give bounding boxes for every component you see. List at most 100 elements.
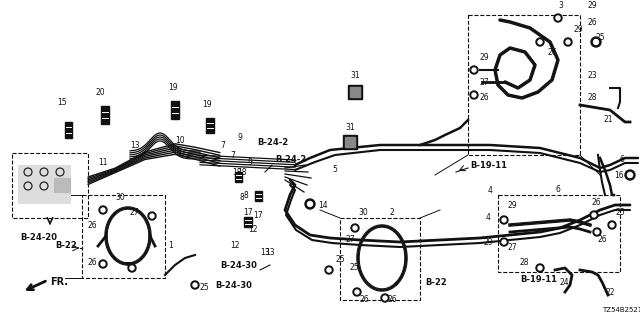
- Bar: [234, 172, 241, 182]
- Circle shape: [325, 266, 333, 274]
- Circle shape: [130, 266, 134, 270]
- Text: B-24-2: B-24-2: [275, 155, 307, 164]
- Text: 13: 13: [130, 141, 140, 150]
- Circle shape: [472, 68, 476, 72]
- Text: 30: 30: [358, 208, 368, 217]
- Text: 25: 25: [615, 208, 625, 217]
- Text: 7: 7: [220, 141, 225, 150]
- Text: 26: 26: [88, 258, 98, 267]
- Circle shape: [590, 211, 598, 219]
- Text: 28: 28: [588, 93, 598, 102]
- Text: 4: 4: [488, 186, 493, 195]
- Text: 4: 4: [486, 213, 491, 222]
- Circle shape: [500, 238, 508, 246]
- Bar: [18, 165, 70, 203]
- Circle shape: [554, 14, 562, 22]
- Text: B-19-11: B-19-11: [520, 275, 557, 284]
- Text: 29: 29: [480, 53, 490, 62]
- Circle shape: [327, 268, 331, 272]
- Circle shape: [148, 212, 156, 220]
- Text: B-24-30: B-24-30: [220, 261, 257, 270]
- Text: 26: 26: [547, 48, 557, 57]
- Bar: [345, 137, 355, 147]
- Text: 26: 26: [592, 198, 602, 207]
- Circle shape: [564, 38, 572, 46]
- Circle shape: [353, 226, 357, 230]
- Circle shape: [355, 290, 359, 294]
- Circle shape: [193, 283, 197, 287]
- Text: 26: 26: [588, 18, 598, 27]
- Text: 9: 9: [237, 133, 242, 142]
- Circle shape: [383, 296, 387, 300]
- Text: 20: 20: [96, 88, 106, 97]
- Text: 9: 9: [248, 158, 253, 167]
- Circle shape: [353, 288, 361, 296]
- Circle shape: [610, 223, 614, 227]
- Text: 26: 26: [480, 93, 490, 102]
- Text: 18: 18: [237, 168, 246, 177]
- Circle shape: [381, 294, 389, 302]
- Text: 23: 23: [588, 71, 598, 80]
- Text: 7: 7: [230, 151, 235, 160]
- Circle shape: [591, 37, 601, 47]
- Bar: [171, 101, 179, 119]
- Text: 26: 26: [598, 235, 607, 244]
- Circle shape: [99, 206, 107, 214]
- Circle shape: [101, 208, 105, 212]
- Text: 31: 31: [345, 123, 355, 132]
- Text: 11: 11: [98, 158, 108, 167]
- Text: 25: 25: [596, 33, 605, 42]
- Text: 27: 27: [508, 243, 518, 252]
- Circle shape: [101, 262, 105, 266]
- Text: 25: 25: [350, 263, 360, 272]
- Text: 14: 14: [318, 201, 328, 210]
- Bar: [65, 122, 72, 138]
- Circle shape: [191, 281, 199, 289]
- Text: 13: 13: [265, 248, 275, 257]
- Text: 2: 2: [389, 208, 394, 217]
- Bar: [206, 117, 214, 132]
- Circle shape: [502, 240, 506, 244]
- Text: 26: 26: [360, 295, 370, 304]
- Circle shape: [538, 266, 542, 270]
- Circle shape: [99, 260, 107, 268]
- Text: 12: 12: [230, 241, 239, 250]
- Circle shape: [472, 93, 476, 97]
- Circle shape: [307, 202, 312, 206]
- Circle shape: [351, 224, 359, 232]
- Bar: [343, 135, 357, 149]
- Text: 8: 8: [243, 191, 248, 200]
- Circle shape: [470, 66, 478, 74]
- Text: 10: 10: [175, 136, 184, 145]
- Text: 19: 19: [168, 83, 178, 92]
- Text: 29: 29: [508, 201, 518, 210]
- Circle shape: [593, 39, 598, 44]
- Circle shape: [470, 91, 478, 99]
- Text: 24: 24: [560, 278, 570, 287]
- Circle shape: [305, 199, 315, 209]
- Text: B-24-30: B-24-30: [215, 281, 252, 290]
- Bar: [348, 85, 362, 99]
- Text: B-24-20: B-24-20: [20, 233, 57, 242]
- Text: 25: 25: [200, 283, 210, 292]
- Text: 5: 5: [332, 165, 337, 174]
- Text: 27: 27: [346, 235, 356, 244]
- Bar: [101, 106, 109, 124]
- Text: 29: 29: [574, 25, 584, 34]
- Text: 17: 17: [243, 208, 253, 217]
- Circle shape: [500, 216, 508, 224]
- Text: B-22: B-22: [55, 241, 77, 250]
- Text: 1: 1: [168, 241, 173, 250]
- Text: B-24-2: B-24-2: [257, 138, 288, 147]
- Text: 22: 22: [605, 288, 614, 297]
- Text: TZ54B2521: TZ54B2521: [602, 307, 640, 313]
- Circle shape: [627, 172, 632, 178]
- Circle shape: [502, 218, 506, 222]
- Text: 27: 27: [130, 208, 140, 217]
- Text: 29: 29: [588, 1, 598, 10]
- Text: FR.: FR.: [50, 277, 68, 287]
- Bar: [255, 191, 262, 201]
- Circle shape: [625, 170, 635, 180]
- Text: 13: 13: [260, 248, 269, 257]
- Bar: [350, 87, 360, 97]
